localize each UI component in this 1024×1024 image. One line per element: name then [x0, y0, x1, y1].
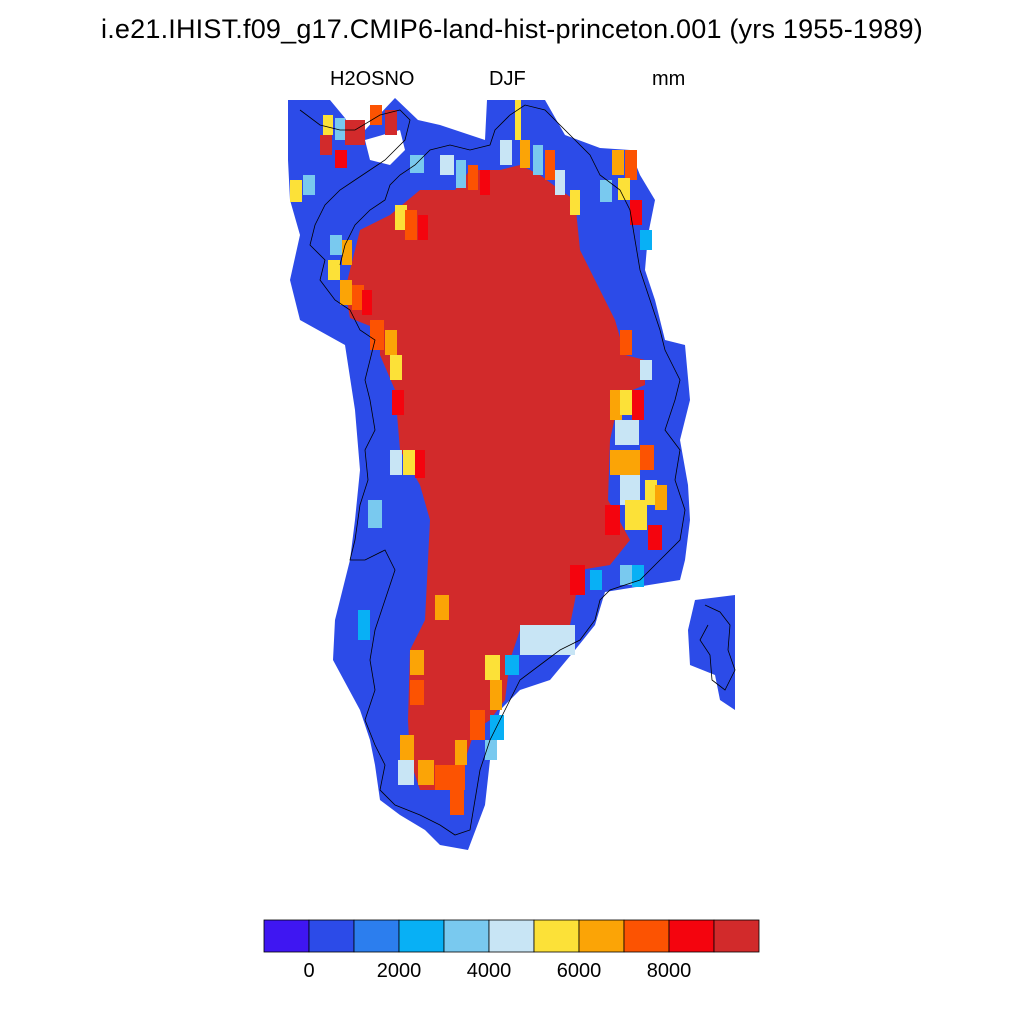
colorbar-swatch — [578, 919, 625, 953]
colorbar-swatch — [533, 919, 580, 953]
plot-title: i.e21.IHIST.f09_g17.CMIP6-land-hist-prin… — [101, 14, 923, 44]
colorbar-swatch — [488, 919, 535, 953]
gap-northwest — [365, 130, 405, 165]
island-coastline — [699, 604, 736, 691]
colorbar-swatch — [443, 919, 490, 953]
edge-cells — [290, 100, 667, 815]
colorbar-tick-label: 8000 — [646, 960, 692, 982]
ice-sheet — [345, 165, 645, 790]
colorbar-tick-label: 0 — [303, 960, 315, 982]
units-label: mm — [652, 68, 686, 90]
colorbar-tick-label: 4000 — [466, 960, 512, 982]
colorbar-tick-label: 2000 — [376, 960, 422, 982]
southeast-island — [688, 595, 735, 710]
colorbar-swatch — [668, 919, 715, 953]
colorbar-swatch — [623, 919, 670, 953]
variable-label: H2OSNO — [330, 68, 415, 90]
colorbar-swatch — [353, 919, 400, 953]
colorbar-swatch — [398, 919, 445, 953]
colorbar-swatch — [263, 919, 310, 953]
colorbar-swatch — [713, 919, 760, 953]
coastline — [299, 104, 686, 836]
colorbar-tick-label: 6000 — [556, 960, 602, 982]
colorbar-swatch — [308, 919, 355, 953]
season-label: DJF — [489, 68, 526, 90]
